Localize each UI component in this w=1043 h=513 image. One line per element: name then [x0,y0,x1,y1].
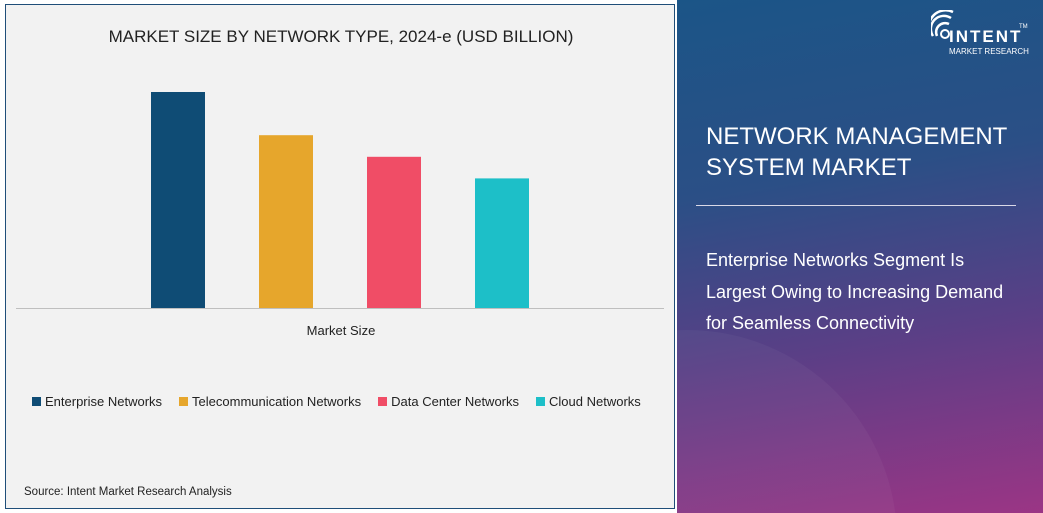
legend-label: Telecommunication Networks [192,394,362,409]
divider [696,205,1016,206]
legend-swatch [179,397,189,406]
legend-label: Enterprise Networks [45,394,163,409]
bar-data-center-networks [367,156,421,308]
logo-sub: MARKET RESEARCH [949,47,1029,56]
legend: Enterprise Networks Telecommunication Net… [32,394,641,409]
chart-panel: MARKET SIZE BY NETWORK TYPE, 2024-e (USD… [5,4,675,509]
logo-tm: TM [1019,24,1028,30]
legend-item: Enterprise Networks [32,394,162,409]
legend-item: Data Center Networks [378,394,519,409]
info-panel: INTENT TM MARKET RESEARCH NETWORK MANAGE… [677,0,1043,513]
logo: INTENT TM MARKET RESEARCH [931,10,1031,58]
legend-label: Data Center Networks [391,394,520,409]
bar-chart [16,92,664,309]
legend-item: Telecommunication Networks [179,394,361,409]
logo-word: INTENT [949,27,1023,46]
bar-cloud-networks [475,178,529,308]
signal-icon [931,10,954,39]
bar-telecommunication-networks [259,135,313,308]
x-axis-label: Market Size [306,323,376,338]
legend-swatch [32,397,41,406]
legend-swatch [378,397,388,406]
chart-title: MARKET SIZE BY NETWORK TYPE, 2024-e (USD… [108,27,574,46]
legend-label: Cloud Networks [549,394,641,409]
source-note: Source: Intent Market Research Analysis [24,486,232,498]
legend-item: Cloud Networks [536,394,641,409]
bar-enterprise-networks [151,92,205,308]
panel-heading: NETWORK MANAGEMENT SYSTEM MARKET [706,123,1007,181]
panel-subheading: Enterprise Networks Segment Is Largest O… [706,250,1004,333]
legend-swatch [536,397,546,406]
